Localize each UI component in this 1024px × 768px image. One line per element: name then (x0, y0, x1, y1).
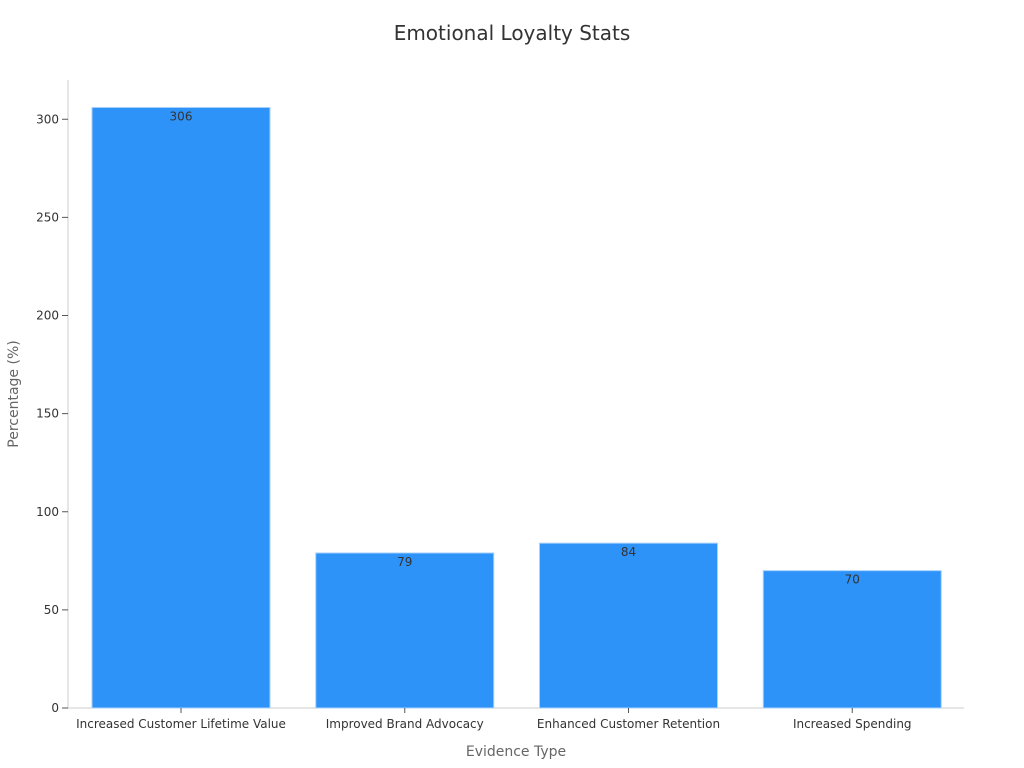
bar-value-label: 79 (397, 555, 412, 569)
chart-title: Emotional Loyalty Stats (394, 21, 631, 45)
y-tick-label: 150 (36, 407, 59, 421)
x-ticks: Increased Customer Lifetime Value Improve… (76, 708, 912, 731)
bar-value-label: 70 (845, 573, 860, 587)
bar-value-label: 306 (170, 109, 193, 123)
y-axis-title: Percentage (%) (6, 340, 22, 447)
y-tick-label: 100 (36, 505, 59, 519)
bar-value-label: 84 (621, 545, 636, 559)
x-tick-label: Increased Spending (793, 717, 912, 731)
value-labels: 306 79 84 70 (170, 109, 860, 586)
x-tick-label: Improved Brand Advocacy (326, 717, 484, 731)
x-tick-label: Enhanced Customer Retention (537, 717, 720, 731)
y-tick-label: 50 (44, 603, 59, 617)
bar (762, 570, 942, 709)
bars (91, 106, 942, 709)
x-tick-label: Increased Customer Lifetime Value (76, 717, 286, 731)
bar (539, 542, 718, 709)
y-tick-label: 250 (36, 210, 59, 224)
y-tick-label: 300 (36, 112, 59, 126)
y-tick-label: 200 (36, 309, 59, 323)
bar (315, 552, 495, 709)
x-axis-title: Evidence Type (466, 744, 566, 760)
bar (91, 106, 271, 709)
y-tick-label: 0 (51, 701, 59, 715)
y-ticks: 0 50 100 150 200 250 300 (36, 112, 68, 715)
